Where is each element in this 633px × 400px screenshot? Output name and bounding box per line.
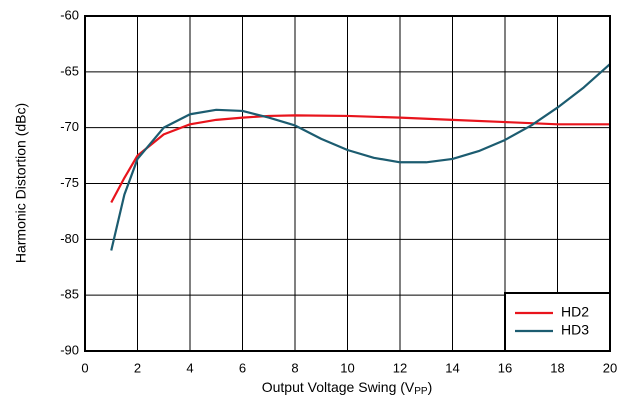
x-tick-label: 6 bbox=[239, 360, 246, 375]
legend-label: HD3 bbox=[561, 322, 589, 338]
line-series bbox=[110, 63, 611, 251]
x-axis-label: Output Voltage Swing (VPP) bbox=[262, 379, 433, 397]
y-tick-label: -60 bbox=[60, 7, 79, 22]
x-tick-label: 14 bbox=[445, 360, 459, 375]
y-tick-label: -75 bbox=[60, 175, 79, 190]
plot-border bbox=[84, 15, 611, 352]
x-label-main: Output Voltage Swing (V bbox=[262, 379, 415, 395]
legend-label: HD2 bbox=[561, 304, 589, 320]
x-label-sub: PP bbox=[414, 386, 428, 397]
y-tick-label: -70 bbox=[60, 119, 79, 134]
x-tick-label: 12 bbox=[393, 360, 407, 375]
y-tick-label: -85 bbox=[60, 287, 79, 302]
x-tick-label: 4 bbox=[186, 360, 193, 375]
x-tick-label: 0 bbox=[81, 360, 88, 375]
y-tick-label: -65 bbox=[60, 63, 79, 78]
x-tick-label: 2 bbox=[134, 360, 141, 375]
x-tick-label: 10 bbox=[340, 360, 354, 375]
y-tick-label: -80 bbox=[60, 231, 79, 246]
y-tick-label: -90 bbox=[60, 342, 79, 357]
y-axis-label: Harmonic Distortion (dBc) bbox=[13, 103, 29, 263]
legend-box bbox=[504, 292, 611, 352]
x-tick-label: 16 bbox=[498, 360, 512, 375]
x-tick-label: 8 bbox=[291, 360, 298, 375]
x-tick-label: 20 bbox=[603, 360, 617, 375]
x-tick-label: 18 bbox=[550, 360, 564, 375]
x-label-end: ) bbox=[428, 379, 433, 395]
